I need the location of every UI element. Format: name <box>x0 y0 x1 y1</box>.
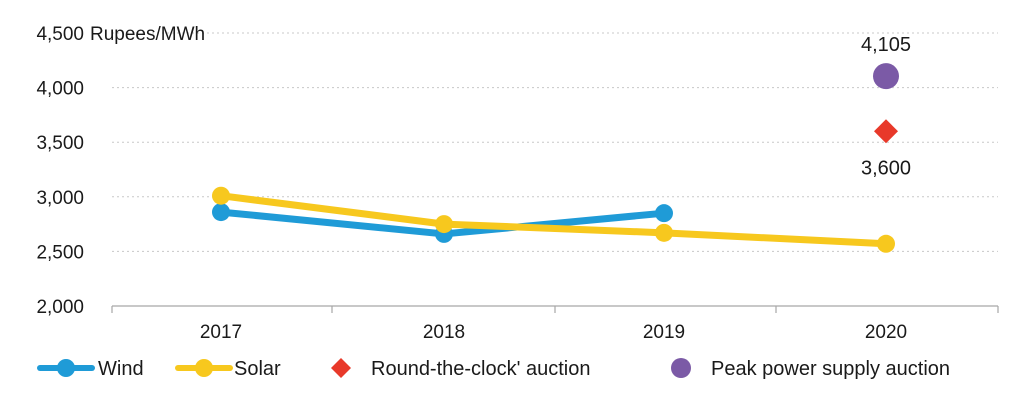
peak-power-supply-auction-data-label: 4,105 <box>861 34 911 56</box>
y-tick-label: 4,500 <box>36 24 84 45</box>
series-layer <box>212 63 899 253</box>
y-tick-label: 3,500 <box>36 133 84 154</box>
x-axis: 2017 2018 2019 2020 <box>111 305 999 343</box>
legend-label: Solar <box>234 358 281 380</box>
solar-marker <box>877 234 895 253</box>
y-tick-label: 4,000 <box>36 79 84 100</box>
legend-label: Round-the-clock' auction <box>371 358 591 380</box>
wind-marker <box>212 203 230 222</box>
legend-swatch <box>195 359 213 377</box>
legend-swatch <box>331 358 351 378</box>
legend-label: Peak power supply auction <box>711 358 950 380</box>
round-the-clock-auction-data-label: 3,600 <box>861 157 911 179</box>
x-tick-label: 2020 <box>865 322 907 343</box>
solar-marker <box>212 186 230 205</box>
data-labels: 3,600 4,105 <box>861 34 911 179</box>
legend-swatch <box>671 358 691 378</box>
solar-marker <box>655 223 673 242</box>
x-tick-label: 2017 <box>200 322 242 343</box>
x-tick-label: 2019 <box>643 322 685 343</box>
legend-label: Wind <box>98 358 144 380</box>
solar-marker <box>435 215 453 234</box>
wind-marker <box>655 204 673 223</box>
legend-item-round-the-clock-auction: Round-the-clock' auction <box>331 358 591 380</box>
legend-item-peak-power-supply-auction: Peak power supply auction <box>671 358 950 380</box>
legend: Wind Solar Round-the-clock' auction Peak po… <box>37 358 950 380</box>
y-axis: 2,000 2,500 3,000 3,500 4,000 4,500 <box>36 24 84 318</box>
y-axis-unit-label: Rupees/MWh <box>90 24 205 45</box>
legend-swatch <box>57 359 75 377</box>
y-tick-label: 3,000 <box>36 188 84 209</box>
y-tick-label: 2,500 <box>36 242 84 263</box>
solar-series-line <box>217 192 890 248</box>
legend-item-solar: Solar <box>175 358 281 380</box>
gridlines <box>112 32 998 252</box>
peak-power-supply-auction-marker <box>873 63 899 90</box>
y-tick-label: 2,000 <box>36 297 84 318</box>
x-tick-label: 2018 <box>423 322 465 343</box>
legend-item-wind: Wind <box>37 358 144 380</box>
round-the-clock-auction-marker <box>874 119 898 144</box>
